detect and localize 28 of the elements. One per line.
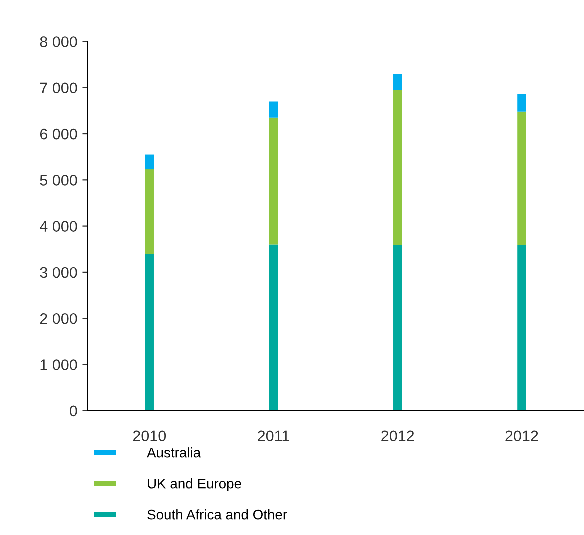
- bar: [145, 154, 154, 170]
- y-tick-label: 8 000: [40, 36, 78, 48]
- bar: [518, 94, 526, 112]
- y-tick-label: 4 000: [40, 221, 78, 232]
- y-tick-label: 7 000: [40, 82, 78, 94]
- y-tick-label: 2 000: [40, 313, 78, 324]
- bar: [394, 74, 402, 90]
- legend-label: South Africa and Other: [148, 510, 288, 520]
- y-tick-label: 3 000: [40, 267, 78, 278]
- y-tick-label: 0: [70, 406, 78, 417]
- bar: [394, 245, 402, 411]
- y-tick-label: 6 000: [40, 128, 78, 140]
- bar: [269, 102, 278, 118]
- x-tick-label: 2010: [133, 430, 166, 442]
- x-tick-label: 2012: [382, 430, 414, 442]
- x-tick-label: 2011: [258, 430, 290, 442]
- y-tick-label: 5 000: [40, 175, 78, 186]
- bar: [269, 118, 278, 245]
- bar: [269, 244, 278, 411]
- bar: [145, 170, 154, 254]
- legend-label: Australia: [147, 448, 202, 458]
- x-tick-label: 2012: [506, 430, 538, 442]
- bar: [145, 254, 154, 411]
- legend-label: UK and Europe: [148, 478, 242, 492]
- y-tick-label: 1 000: [40, 360, 78, 370]
- bar: [518, 112, 526, 246]
- bar: [394, 90, 402, 246]
- bar: [518, 245, 526, 411]
